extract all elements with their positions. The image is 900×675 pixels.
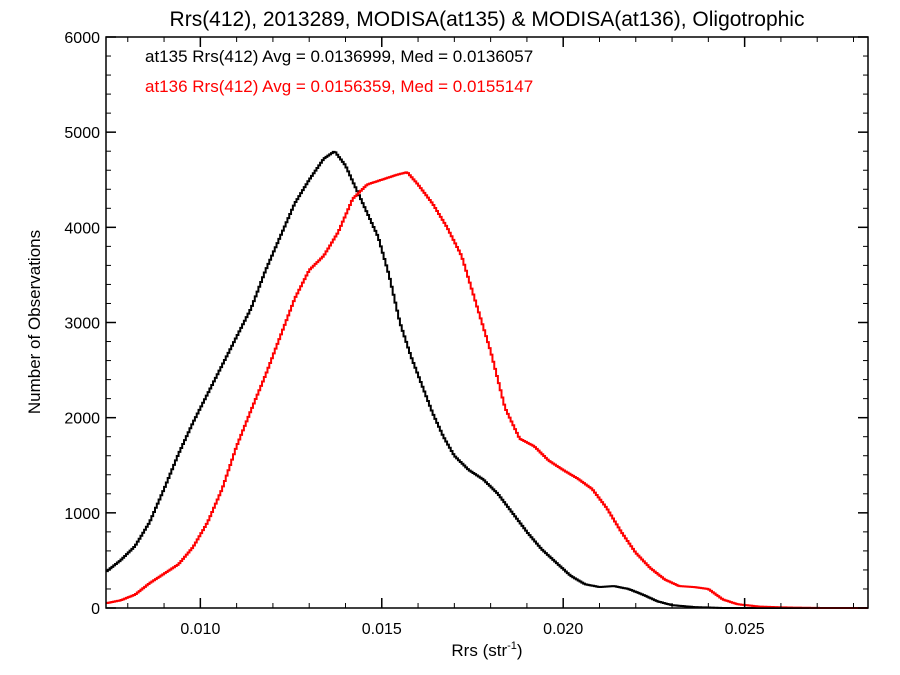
y-tick-label: 4000 [64, 220, 100, 237]
y-axis-ticks: 0 1000 2000 3000 4000 5000 6000 [64, 30, 868, 618]
x-axis-label: Rrs (str-1) [451, 640, 522, 660]
x-tick-label: 0.020 [543, 621, 583, 638]
legend-entry-at136: at136 Rrs(412) Avg = 0.0156359, Med = 0.… [145, 77, 533, 96]
series-line-at135 [106, 150, 868, 609]
y-tick-label: 0 [91, 601, 100, 618]
x-axis-label-end: ) [517, 641, 523, 660]
x-tick-label: 0.010 [180, 621, 220, 638]
x-axis-label-main: Rrs (str [451, 641, 507, 660]
y-tick-label: 5000 [64, 125, 100, 142]
x-tick-label: 0.015 [362, 621, 402, 638]
x-axis-ticks: 0.010 0.015 0.020 0.025 [127, 37, 854, 638]
x-tick-label: 0.025 [725, 621, 765, 638]
y-tick-label: 1000 [64, 506, 100, 523]
series-line-at136 [106, 171, 868, 609]
y-axis-label: Number of Observations [25, 230, 44, 414]
y-tick-label: 2000 [64, 411, 100, 428]
y-tick-label: 6000 [64, 30, 100, 47]
y-tick-label: 3000 [64, 316, 100, 333]
plot-area: 0.010 0.015 0.020 0.025 0 1000 2000 3000 4000 50… [64, 30, 869, 638]
legend-entry-at135: at135 Rrs(412) Avg = 0.0136999, Med = 0.… [145, 47, 533, 66]
x-axis-label-superscript: -1 [507, 640, 517, 652]
chart-title: Rrs(412), 2013289, MODISA(at135) & MODIS… [170, 8, 805, 31]
plot-frame [105, 36, 869, 609]
series-layer [106, 150, 868, 609]
